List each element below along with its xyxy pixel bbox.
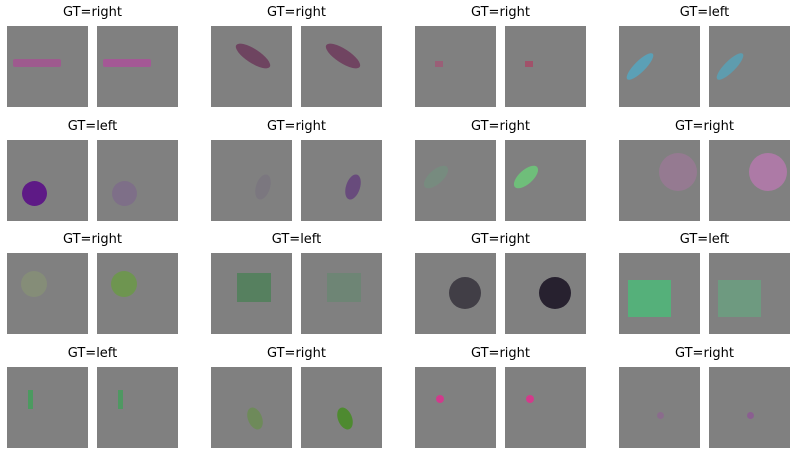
rect-shape: [13, 59, 61, 67]
square-shape: [718, 280, 761, 317]
square-shape: [237, 273, 271, 302]
ellipse-shape: [713, 49, 747, 84]
right-panel: [97, 367, 178, 448]
circle-shape: [449, 277, 481, 309]
circle-shape: [749, 153, 787, 191]
left-panel: [211, 253, 292, 334]
comparison-cell: GT=right: [415, 232, 586, 334]
cell-title: GT=right: [471, 119, 530, 134]
right-panel: [709, 140, 790, 221]
right-panel: [709, 26, 790, 107]
circle-shape: [111, 271, 137, 297]
comparison-cell: GT=left: [7, 119, 178, 221]
right-panel: [709, 367, 790, 448]
left-panel: [211, 140, 292, 221]
cell-title: GT=right: [267, 346, 326, 361]
comparison-cell: GT=left: [7, 346, 178, 448]
right-panel: [709, 253, 790, 334]
ellipse-shape: [252, 172, 274, 202]
left-panel: [415, 253, 496, 334]
circle-shape: [112, 181, 137, 206]
bar-shape: [28, 390, 33, 409]
ellipse-shape: [334, 405, 356, 432]
cell-title: GT=right: [63, 5, 122, 20]
right-panel: [301, 367, 382, 448]
right-panel: [505, 26, 586, 107]
left-panel: [619, 253, 700, 334]
circle-shape: [659, 153, 697, 191]
left-panel: [415, 140, 496, 221]
comparison-cell: GT=left: [619, 232, 790, 334]
cell-title: GT=right: [675, 119, 734, 134]
rect-shape: [103, 59, 151, 67]
ellipse-shape: [623, 49, 657, 84]
ellipse-shape: [420, 161, 452, 193]
ellipse-shape: [244, 405, 266, 432]
comparison-cell: GT=right: [415, 119, 586, 221]
comparison-cell: GT=right: [619, 346, 790, 448]
right-panel: [505, 140, 586, 221]
left-panel: [619, 26, 700, 107]
left-panel: [619, 140, 700, 221]
left-panel: [619, 367, 700, 448]
right-panel: [301, 253, 382, 334]
circle-shape: [539, 277, 571, 309]
cell-title: GT=left: [67, 119, 118, 134]
ellipse-shape: [342, 172, 364, 202]
square-shape: [327, 273, 361, 302]
left-panel: [7, 26, 88, 107]
comparison-cell: GT=left: [211, 232, 382, 334]
square-shape: [435, 61, 443, 67]
left-panel: [7, 140, 88, 221]
cell-title: GT=right: [267, 119, 326, 134]
left-panel: [211, 367, 292, 448]
comparison-cell: GT=right: [415, 346, 586, 448]
cell-title: GT=right: [471, 232, 530, 247]
comparison-cell: GT=right: [415, 5, 586, 107]
left-panel: [415, 26, 496, 107]
cell-title: GT=left: [679, 5, 730, 20]
right-panel: [97, 140, 178, 221]
left-panel: [211, 26, 292, 107]
right-panel: [505, 253, 586, 334]
dot-shape: [526, 395, 534, 403]
cell-title: GT=right: [675, 346, 734, 361]
cell-title: GT=left: [679, 232, 730, 247]
left-panel: [7, 367, 88, 448]
cell-title: GT=left: [271, 232, 322, 247]
ellipse-shape: [510, 161, 542, 193]
comparison-cell: GT=right: [211, 5, 382, 107]
comparison-cell: GT=right: [211, 119, 382, 221]
bar-shape: [118, 390, 123, 409]
right-panel: [97, 253, 178, 334]
comparison-cell: GT=right: [7, 232, 178, 334]
cell-title: GT=right: [267, 5, 326, 20]
left-panel: [415, 367, 496, 448]
circle-shape: [21, 271, 47, 297]
cell-title: GT=left: [67, 346, 118, 361]
square-shape: [628, 280, 671, 317]
square-shape: [525, 61, 533, 67]
smalldot-shape: [657, 412, 664, 419]
cell-title: GT=right: [471, 346, 530, 361]
right-panel: [505, 367, 586, 448]
right-panel: [301, 140, 382, 221]
cell-title: GT=right: [63, 232, 122, 247]
comparison-cell: GT=right: [619, 119, 790, 221]
right-panel: [97, 26, 178, 107]
comparison-cell: GT=right: [211, 346, 382, 448]
circle-shape: [22, 181, 47, 206]
comparison-cell: GT=right: [7, 5, 178, 107]
cell-title: GT=right: [471, 5, 530, 20]
ellipse-shape: [322, 39, 364, 73]
smalldot-shape: [747, 412, 754, 419]
left-panel: [7, 253, 88, 334]
dot-shape: [436, 395, 444, 403]
ellipse-shape: [232, 39, 274, 73]
right-panel: [301, 26, 382, 107]
comparison-cell: GT=left: [619, 5, 790, 107]
